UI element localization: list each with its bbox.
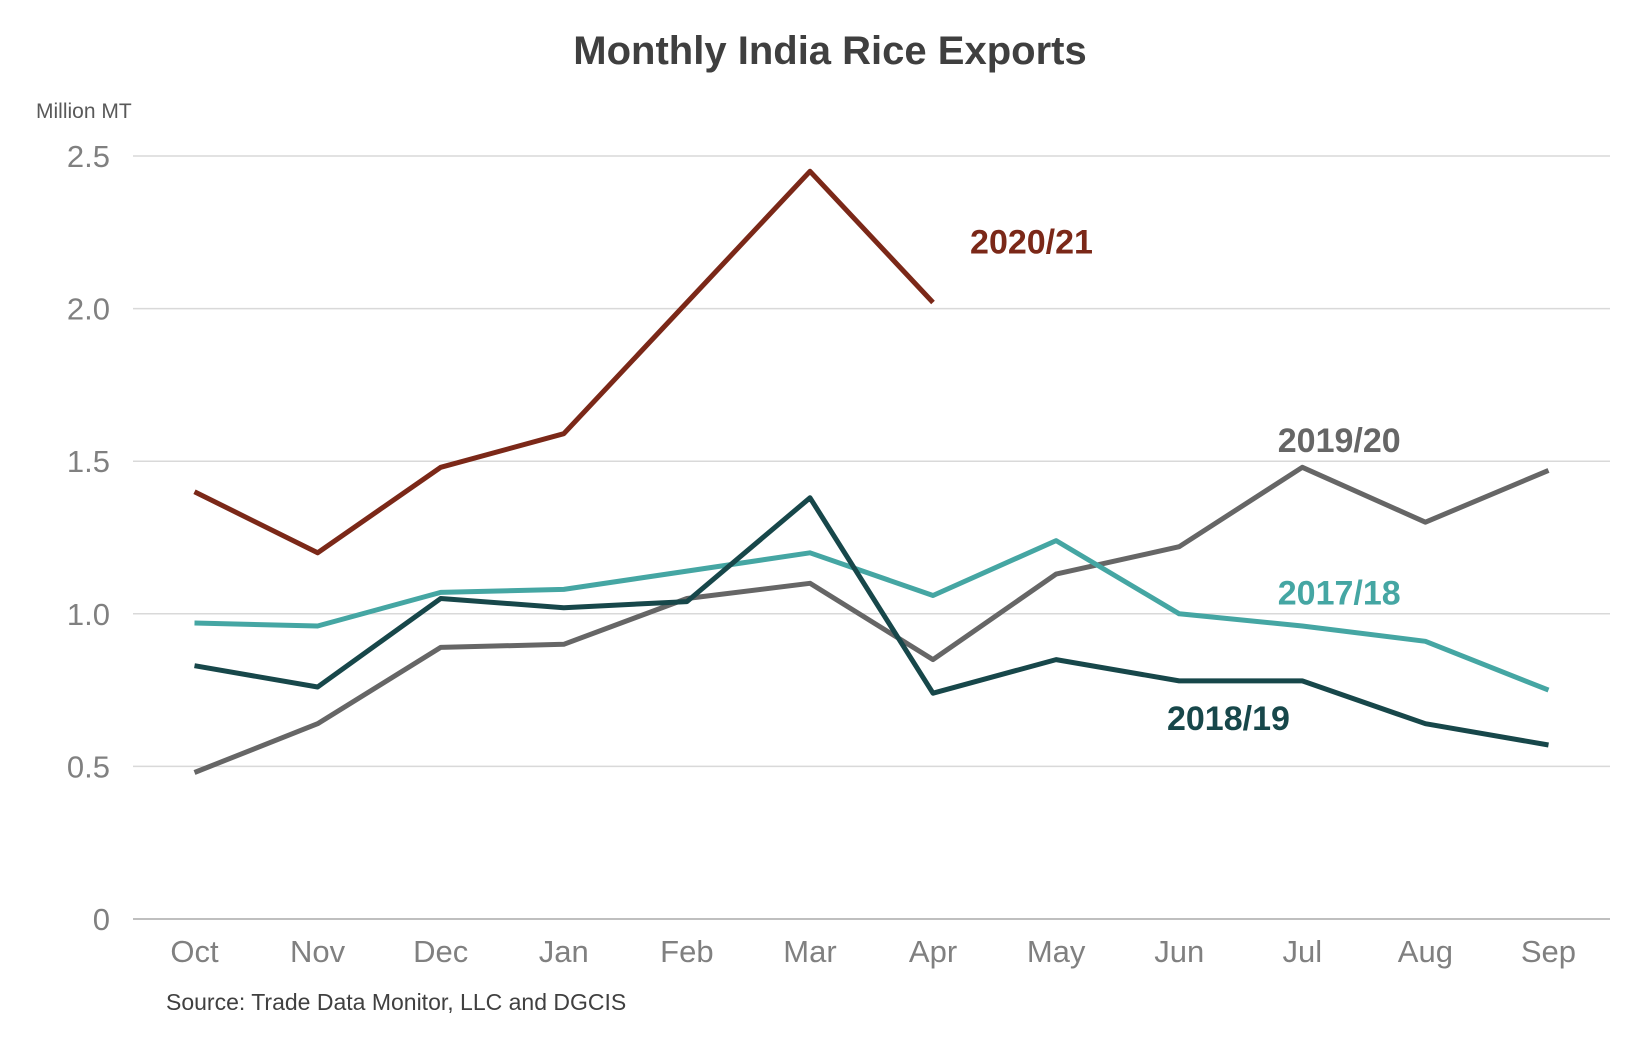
x-tick-label-may: May	[1027, 934, 1086, 969]
y-axis-unit-label: Million MT	[36, 100, 132, 123]
y-tick-label-1-0: 1.0	[67, 597, 110, 632]
chart-title: Monthly India Rice Exports	[573, 29, 1086, 73]
y-tick-label-0-5: 0.5	[67, 749, 110, 784]
series-lines	[193, 168, 1550, 775]
series-label-2019-20: 2019/20	[1278, 422, 1401, 460]
x-tick-label-aug: Aug	[1398, 934, 1453, 969]
x-tick-label-apr: Apr	[909, 934, 957, 969]
y-tick-label-2-5: 2.5	[67, 139, 110, 174]
x-tick-label-feb: Feb	[660, 934, 713, 969]
series-line-2017-18	[194, 538, 1550, 693]
x-axis-ticks: Oct Nov Dec Jan Feb Mar Apr May Jun Jul Aug Sep	[170, 934, 1576, 969]
x-tick-label-dec: Dec	[413, 934, 468, 969]
x-tick-label-mar: Mar	[783, 934, 836, 969]
x-tick-label-jan: Jan	[539, 934, 589, 969]
gridlines	[133, 155, 1610, 920]
series-label-2018-19: 2018/19	[1167, 700, 1290, 738]
y-tick-label-1-5: 1.5	[67, 444, 110, 479]
series-label-2020-21: 2020/21	[970, 224, 1093, 262]
x-tick-label-oct: Oct	[170, 934, 219, 969]
x-tick-label-nov: Nov	[290, 934, 346, 969]
x-tick-label-sep: Sep	[1521, 934, 1576, 969]
x-tick-label-jun: Jun	[1154, 934, 1204, 969]
source-note: Source: Trade Data Monitor, LLC and DGCI…	[166, 989, 626, 1015]
series-line-2018-19	[194, 495, 1549, 748]
series-line-2020-21	[193, 168, 935, 556]
y-tick-label-0: 0	[93, 902, 110, 937]
y-axis-ticks: 0 0.5 1.0 1.5 2.0 2.5	[67, 139, 110, 937]
y-tick-label-2-0: 2.0	[67, 292, 110, 327]
series-labels: 2019/20 2017/18 2018/19 2020/21	[970, 224, 1401, 738]
x-tick-label-jul: Jul	[1282, 934, 1322, 969]
series-label-2017-18: 2017/18	[1278, 575, 1401, 613]
series-line-2019-20	[193, 464, 1550, 775]
